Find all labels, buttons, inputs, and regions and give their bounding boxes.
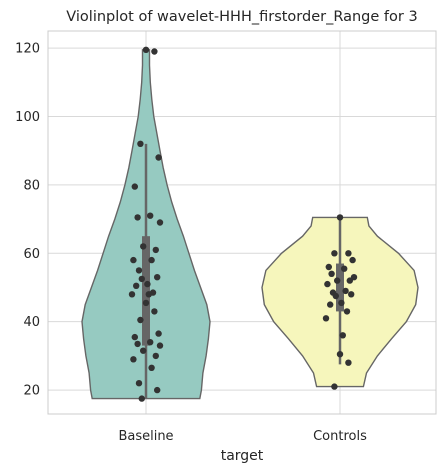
y-tick-label: 80 bbox=[23, 178, 40, 193]
data-point bbox=[147, 212, 154, 219]
data-point bbox=[138, 395, 145, 402]
data-point bbox=[156, 342, 164, 349]
y-tick-labels: 20 40 60 80 100 120 bbox=[15, 42, 40, 399]
data-point bbox=[155, 154, 162, 161]
data-point bbox=[339, 332, 346, 339]
data-point bbox=[348, 291, 355, 298]
data-point bbox=[334, 277, 341, 284]
data-point bbox=[152, 246, 159, 254]
data-point bbox=[135, 380, 143, 387]
data-point bbox=[131, 333, 138, 341]
data-point bbox=[349, 256, 356, 264]
iqr-box-baseline bbox=[142, 236, 150, 346]
y-tick-label: 120 bbox=[15, 42, 40, 57]
data-point bbox=[338, 299, 345, 307]
data-point bbox=[148, 364, 155, 371]
data-point bbox=[325, 263, 332, 271]
x-tick-label: Baseline bbox=[118, 429, 173, 444]
data-point bbox=[147, 339, 154, 346]
violins bbox=[81, 46, 419, 402]
data-point bbox=[134, 340, 141, 348]
y-tick-label: 40 bbox=[23, 315, 40, 330]
y-tick-label: 100 bbox=[15, 110, 40, 125]
data-point bbox=[343, 308, 351, 315]
data-point bbox=[327, 301, 334, 308]
data-point bbox=[156, 219, 164, 226]
data-point bbox=[324, 280, 331, 288]
data-point bbox=[131, 183, 138, 190]
chart-title: Violinplot of wavelet-HHH_firstorder_Ran… bbox=[66, 9, 417, 25]
data-point bbox=[154, 386, 161, 394]
data-point bbox=[142, 46, 150, 53]
y-tick-label: 20 bbox=[23, 384, 40, 399]
data-point bbox=[342, 287, 349, 295]
data-point bbox=[134, 214, 141, 221]
data-point bbox=[140, 243, 147, 250]
data-point bbox=[322, 315, 330, 322]
data-point bbox=[331, 383, 338, 390]
data-point bbox=[154, 274, 161, 281]
data-point bbox=[137, 140, 144, 147]
data-point bbox=[151, 48, 158, 55]
data-point bbox=[332, 292, 339, 300]
iqr-box-controls bbox=[336, 263, 344, 312]
x-tick-labels: Baseline Controls bbox=[118, 429, 367, 444]
data-point bbox=[346, 277, 353, 284]
plot-frame bbox=[47, 30, 437, 415]
data-point bbox=[328, 270, 335, 277]
data-point bbox=[341, 265, 348, 272]
data-point bbox=[144, 280, 151, 288]
x-tick-label: Controls bbox=[313, 429, 367, 444]
data-point bbox=[137, 316, 144, 324]
data-point bbox=[345, 250, 352, 257]
data-point bbox=[145, 291, 152, 298]
data-point bbox=[345, 359, 352, 366]
data-point bbox=[138, 275, 145, 283]
data-point bbox=[336, 214, 344, 221]
data-point bbox=[151, 308, 158, 315]
x-axis-label: target bbox=[221, 448, 264, 464]
data-point bbox=[148, 256, 155, 264]
data-point bbox=[140, 347, 147, 354]
data-point bbox=[130, 356, 137, 363]
data-point bbox=[336, 351, 344, 358]
data-point bbox=[155, 330, 162, 337]
data-point bbox=[142, 299, 150, 307]
data-point bbox=[130, 256, 137, 264]
data-point bbox=[135, 267, 143, 274]
data-point bbox=[133, 282, 140, 289]
y-tick-label: 60 bbox=[23, 247, 40, 262]
data-point bbox=[128, 291, 136, 298]
data-point bbox=[331, 250, 338, 257]
data-point bbox=[152, 352, 159, 360]
